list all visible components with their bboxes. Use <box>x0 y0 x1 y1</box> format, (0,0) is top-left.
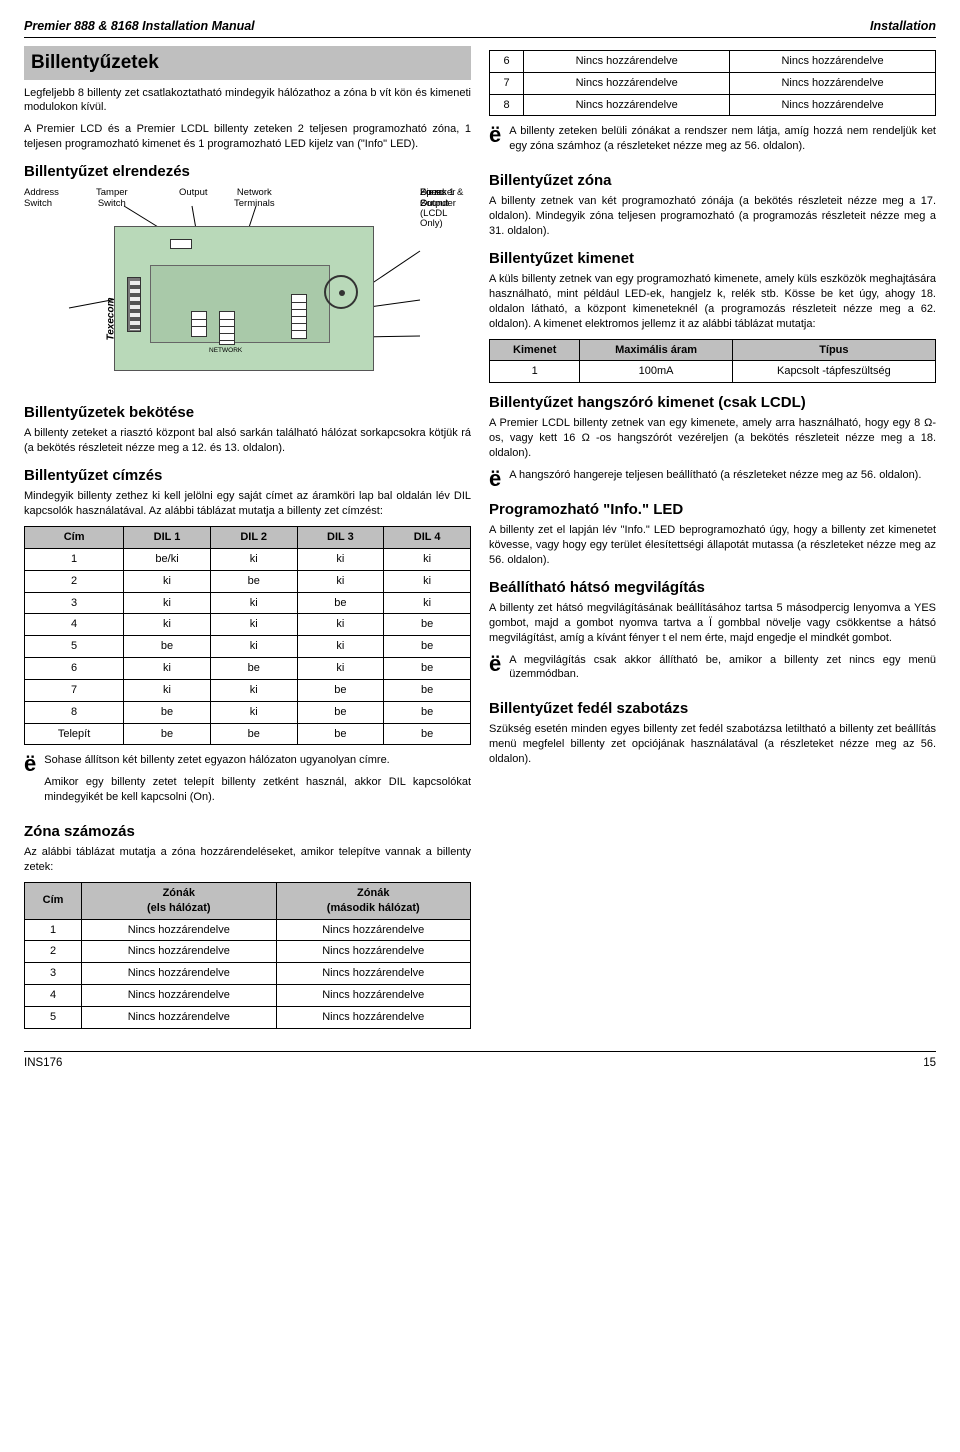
heading-info-led: Programozható "Info." LED <box>489 500 936 520</box>
intro-p2: A Premier LCD és a Premier LCDL billenty… <box>24 122 471 152</box>
keypad-output-text: A küls billenty zetnek van egy programoz… <box>489 272 936 331</box>
note-volume: ë A hangszóró hangereje teljesen beállít… <box>489 468 936 490</box>
heading-layout: Billentyűzet elrendezés <box>24 162 471 182</box>
label-output: Output <box>179 188 208 198</box>
heading-wiring: Billentyűzetek bekötése <box>24 403 471 423</box>
note-zone-assign: ë A billenty zeteken belüli zónákat a re… <box>489 124 936 161</box>
speaker-text: A Premier LCDL billenty zetnek van egy k… <box>489 416 936 461</box>
right-column: 6Nincs hozzárendelveNincs hozzárendelve7… <box>489 46 936 1037</box>
label-tamper: TamperSwitch <box>96 188 128 209</box>
keypad-zone-text: A billenty zetnek van két programozható … <box>489 194 936 239</box>
page-footer: INS176 15 <box>24 1051 936 1072</box>
addressing-text: Mindegyik billenty zethez ki kell jelöln… <box>24 489 471 519</box>
note-icon: ë <box>24 753 36 812</box>
info-led-text: A billenty zet el lapján lév "Info." LED… <box>489 523 936 568</box>
wiring-text: A billenty zeteket a riasztó központ bal… <box>24 426 471 456</box>
pcb-board: Texecom NETWORK <box>114 226 374 371</box>
footer-left: INS176 <box>24 1056 62 1072</box>
note-icon: ë <box>489 653 501 690</box>
header-right: Installation <box>870 18 936 35</box>
left-column: Billentyűzetek Legfeljebb 8 billenty zet… <box>24 46 471 1037</box>
heading-keypad-zone: Billentyűzet zóna <box>489 171 936 191</box>
header-left: Premier 888 & 8168 Installation Manual <box>24 18 255 35</box>
zone-table-left: CímZónák(els hálózat)Zónák(második hálóz… <box>24 882 471 1029</box>
label-address: AddressSwitch <box>24 188 59 209</box>
output-table: KimenetMaximális áramTípus1100mAKapcsolt… <box>489 339 936 384</box>
heading-addressing: Billentyűzet címzés <box>24 466 471 486</box>
label-speaker: Speaker Output(LCDL Only) <box>420 188 471 230</box>
heading-tamper: Billentyűzet fedél szabotázs <box>489 699 936 719</box>
keypad-diagram: TamperSwitch Output NetworkTerminals Add… <box>24 188 471 393</box>
dil-table: CímDIL 1DIL 2DIL 3DIL 41be/kikikiki2kibe… <box>24 526 471 745</box>
heading-zone-numbering: Zóna számozás <box>24 822 471 842</box>
label-network: NetworkTerminals <box>234 188 275 209</box>
tamper-text: Szükség esetén minden egyes billenty zet… <box>489 722 936 767</box>
page-header: Premier 888 & 8168 Installation Manual I… <box>24 18 936 38</box>
note-same-address: ë Sohase állítson két billenty zetet egy… <box>24 753 471 812</box>
section-title-keypads: Billentyűzetek <box>24 46 471 80</box>
note-backlight: ë A megvilágítás csak akkor állítható be… <box>489 653 936 690</box>
zone-numbering-text: Az alábbi táblázat mutatja a zóna hozzár… <box>24 845 471 875</box>
note-icon: ë <box>489 468 501 490</box>
footer-right: 15 <box>923 1056 936 1072</box>
heading-keypad-output: Billentyűzet kimenet <box>489 249 936 269</box>
heading-speaker: Billentyűzet hangszóró kimenet (csak LCD… <box>489 393 936 413</box>
heading-backlight: Beállítható hátsó megvilágítás <box>489 578 936 598</box>
backlight-text: A billenty zet hátsó megvilágításának be… <box>489 601 936 646</box>
note-icon: ë <box>489 124 501 161</box>
zone-table-continued: 6Nincs hozzárendelveNincs hozzárendelve7… <box>489 50 936 117</box>
intro-p1: Legfeljebb 8 billenty zet csatlakoztatha… <box>24 86 471 116</box>
